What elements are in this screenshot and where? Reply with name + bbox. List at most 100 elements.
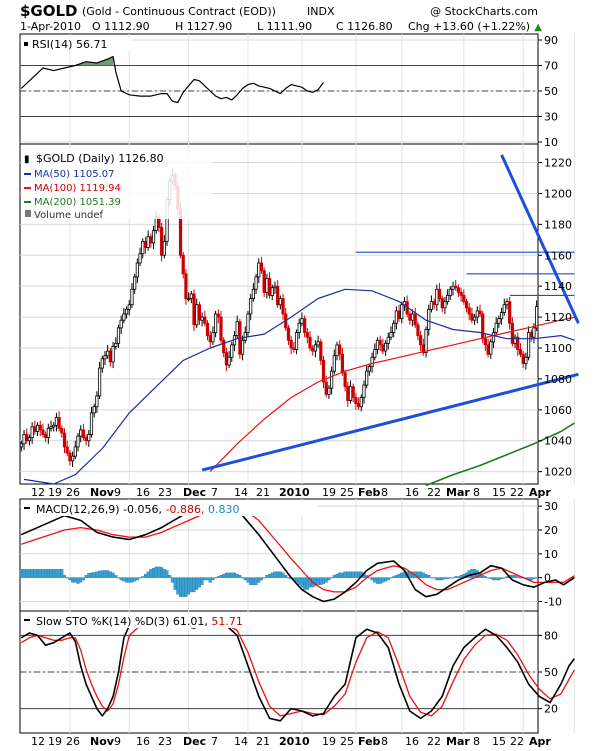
x-axis-label: 14	[234, 735, 248, 748]
x-axis-label: 19	[48, 735, 62, 748]
macd-histogram-bar	[303, 577, 307, 590]
legend-ma100: MA(100) 1119.94	[34, 183, 121, 194]
candle-up	[435, 288, 439, 306]
x-axis-label: 25	[340, 486, 354, 499]
macd-histogram-bar	[446, 577, 450, 579]
macd-histogram-bar	[502, 577, 506, 579]
macd-histogram-bar	[343, 571, 347, 578]
macd-histogram-bar	[103, 570, 107, 578]
candle-down	[311, 347, 315, 352]
candle-down	[518, 349, 523, 355]
candle-down	[181, 254, 185, 275]
macd-histogram-bar	[330, 577, 334, 579]
x-axis-label: 8	[381, 735, 388, 748]
macd-histogram-bar	[340, 572, 344, 578]
x-axis-label: 7	[211, 486, 218, 499]
indicator-lines	[20, 55, 580, 722]
candle-down	[319, 341, 323, 361]
macd-histogram-bar	[470, 569, 474, 578]
macd-histogram-bar	[268, 573, 272, 578]
macd-histogram-bar	[154, 566, 158, 578]
macd-histogram-bar	[65, 577, 69, 579]
macd-histogram-bar	[397, 573, 401, 578]
macd-histogram-bar	[535, 577, 539, 579]
candle-up	[79, 429, 83, 437]
macd-histogram-bar	[486, 577, 490, 579]
macd-tick-label: 30	[544, 500, 558, 513]
macd-histogram-bar	[87, 573, 91, 578]
rsi-overbought-fill	[75, 56, 114, 66]
candle-down	[338, 344, 342, 355]
quote-low: L 1111.90	[257, 20, 312, 33]
ticker-symbol: $GOLD	[20, 2, 78, 20]
candle-down	[57, 417, 61, 429]
candle-up	[475, 310, 479, 318]
macd-histogram-bar	[348, 571, 352, 578]
macd-histogram-bar	[532, 577, 536, 579]
candle-down	[354, 397, 358, 405]
macd-tick-label: -10	[544, 595, 562, 608]
macd-histogram-bar	[500, 577, 504, 579]
x-axis-label: 9	[114, 486, 121, 499]
stochastic-d-line	[20, 622, 575, 717]
macd-histogram-bar	[143, 573, 147, 578]
macd-histogram-bar	[135, 577, 139, 581]
macd-histogram-bar	[152, 567, 156, 578]
candle-up	[499, 312, 504, 320]
candle-up	[54, 417, 59, 426]
macd-histogram-bar	[451, 577, 455, 579]
macd-histogram-bar	[146, 571, 150, 578]
candle-down	[454, 285, 458, 289]
macd-histogram-bar	[38, 569, 42, 578]
candle-up	[316, 341, 320, 346]
candle-down	[308, 336, 312, 349]
ma200-line	[425, 422, 575, 487]
candle-up	[103, 355, 107, 360]
macd-histogram-bar	[84, 575, 88, 578]
macd-histogram-bar	[79, 577, 83, 583]
x-axis-label: 14	[234, 486, 248, 499]
stochastic-tick-label: 50	[544, 666, 558, 679]
macd-histogram-bar	[448, 577, 452, 579]
candle-down	[432, 301, 436, 306]
macd-histogram-bar	[351, 571, 355, 578]
macd-histogram-bar	[46, 569, 50, 578]
macd-histogram-bar	[216, 576, 220, 578]
candle-up	[97, 367, 102, 397]
ma100-line	[209, 316, 575, 473]
x-axis-label: 12	[31, 735, 45, 748]
candle-up	[162, 240, 166, 256]
candle-down	[437, 288, 442, 299]
candle-down	[216, 313, 220, 318]
candle-up	[365, 370, 369, 386]
candle-up	[73, 446, 77, 457]
candle-up	[35, 424, 40, 432]
macd-title: MACD(12,26,9) -0.056, -0.886, 0.830	[22, 502, 318, 516]
price-tick-label: 1180	[544, 218, 572, 231]
candle-down	[38, 424, 42, 431]
candle-up	[313, 344, 318, 352]
candle-down	[464, 301, 469, 309]
x-axis-label: 23	[158, 735, 172, 748]
macd-histogram-bar	[19, 569, 23, 578]
candle-down	[413, 313, 417, 326]
macd-histogram-bar	[81, 577, 85, 581]
price-tick-label: 1020	[544, 466, 572, 479]
candle-up	[502, 304, 506, 313]
x-axis-label: 26	[66, 735, 80, 748]
macd-histogram-bar	[184, 577, 188, 597]
x-axis-label: 16	[136, 735, 150, 748]
macd-histogram-bar	[378, 577, 382, 584]
price-tick-label: 1060	[544, 404, 572, 417]
gridlines	[20, 34, 575, 733]
macd-tick-label: 20	[544, 524, 558, 537]
macd-histogram-bar	[273, 571, 277, 578]
macd-histogram-bar	[505, 576, 509, 578]
macd-histogram-bar	[160, 567, 164, 578]
chart-header: $GOLD (Gold - Continuous Contract (EOD))…	[20, 2, 542, 33]
candle-up	[451, 285, 455, 290]
macd-histogram-bar	[44, 569, 48, 578]
candle-down	[84, 437, 88, 442]
up-arrow-icon: ▲	[534, 22, 542, 33]
macd-histogram-bar	[324, 577, 328, 583]
